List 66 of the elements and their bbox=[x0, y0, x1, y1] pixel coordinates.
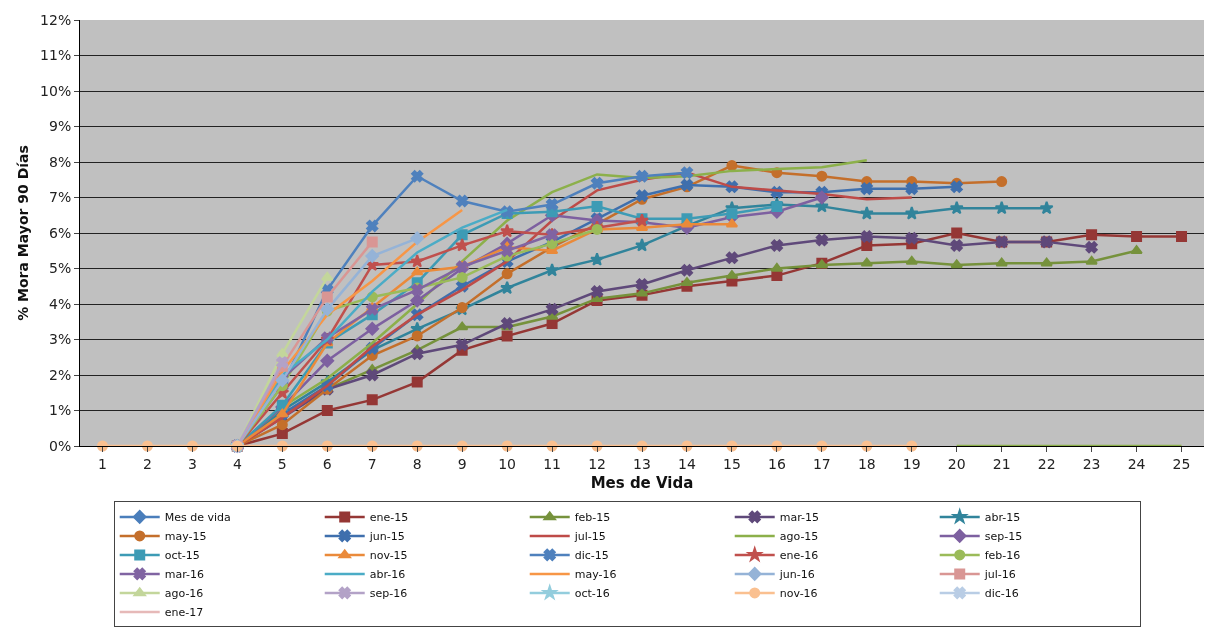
x-tick-label: 22 bbox=[1037, 455, 1056, 472]
x-tick-label: 15 bbox=[723, 455, 741, 472]
legend-label: may-15 bbox=[164, 530, 207, 544]
x-tick-label: 10 bbox=[498, 455, 517, 472]
legend-label: jul-16 bbox=[983, 568, 1016, 582]
legend-label: nov-15 bbox=[369, 549, 408, 563]
legend-label: oct-15 bbox=[164, 549, 200, 563]
legend-label: may-16 bbox=[574, 568, 617, 582]
x-tick-label: 19 bbox=[902, 455, 921, 472]
y-tick-label: 9% bbox=[48, 118, 72, 135]
legend-label: ene-16 bbox=[779, 549, 819, 563]
y-tick-label: 7% bbox=[48, 189, 72, 206]
legend-label: abr-16 bbox=[369, 568, 406, 582]
legend-label: sep-15 bbox=[984, 530, 1023, 544]
x-tick-label: 3 bbox=[187, 455, 197, 472]
x-tick-label: 1 bbox=[98, 455, 107, 472]
x-tick-label: 17 bbox=[812, 455, 831, 472]
y-axis-title: % Mora Mayor 90 Días bbox=[14, 145, 31, 321]
y-tick-label: 11% bbox=[40, 47, 72, 64]
y-tick-label: 5% bbox=[48, 260, 72, 277]
legend-label: ago-16 bbox=[164, 587, 204, 601]
y-tick-label: 4% bbox=[48, 295, 72, 312]
legend-label: oct-16 bbox=[574, 587, 610, 601]
legend-label: dic-16 bbox=[984, 587, 1019, 601]
legend-label: Mes de vida bbox=[164, 511, 231, 525]
y-tick-label: 1% bbox=[48, 402, 72, 419]
x-tick-label: 5 bbox=[277, 455, 287, 472]
legend-label: nov-16 bbox=[779, 587, 818, 601]
legend-label: feb-15 bbox=[574, 511, 611, 525]
x-tick-label: 23 bbox=[1082, 455, 1101, 472]
x-tick-label: 7 bbox=[367, 455, 377, 472]
legend-label: ago-15 bbox=[779, 530, 819, 544]
x-tick-label: 6 bbox=[322, 455, 332, 472]
legend-label: dic-15 bbox=[574, 549, 609, 563]
x-tick-label: 9 bbox=[457, 455, 467, 472]
x-tick-label: 25 bbox=[1172, 455, 1191, 472]
y-tick-label: 2% bbox=[48, 366, 72, 383]
legend-label: mar-16 bbox=[164, 568, 204, 582]
x-tick-label: 20 bbox=[947, 455, 966, 472]
legend-label: ene-15 bbox=[369, 511, 409, 525]
y-tick-label: 12% bbox=[40, 11, 72, 28]
legend-label: ene-17 bbox=[164, 606, 204, 620]
x-tick-label: 8 bbox=[412, 455, 422, 472]
x-tick-label: 11 bbox=[543, 455, 561, 472]
y-tick-label: 3% bbox=[48, 331, 72, 348]
legend-label: sep-16 bbox=[369, 587, 408, 601]
legend-label: jul-15 bbox=[573, 530, 606, 544]
x-tick-label: 18 bbox=[857, 455, 876, 472]
x-tick-label: 12 bbox=[588, 455, 606, 472]
x-tick-label: 21 bbox=[992, 455, 1011, 472]
legend-label: feb-16 bbox=[984, 549, 1021, 563]
x-axis-title: Mes de Vida bbox=[590, 473, 694, 492]
legend-label: mar-15 bbox=[779, 511, 819, 525]
x-tick-label: 4 bbox=[232, 455, 242, 472]
y-tick-label: 6% bbox=[48, 224, 72, 241]
x-tick-label: 2 bbox=[142, 455, 152, 472]
x-tick-label: 16 bbox=[767, 455, 786, 472]
legend-label: jun-16 bbox=[778, 568, 815, 582]
y-tick-label: 10% bbox=[40, 82, 72, 99]
x-tick-label: 13 bbox=[633, 455, 651, 472]
y-tick-label: 0% bbox=[48, 437, 72, 454]
x-tick-label: 14 bbox=[678, 455, 696, 472]
legend-label: abr-15 bbox=[984, 511, 1021, 525]
x-tick-label: 24 bbox=[1127, 455, 1146, 472]
y-tick-label: 8% bbox=[48, 153, 72, 170]
legend-label: jun-15 bbox=[368, 530, 405, 544]
